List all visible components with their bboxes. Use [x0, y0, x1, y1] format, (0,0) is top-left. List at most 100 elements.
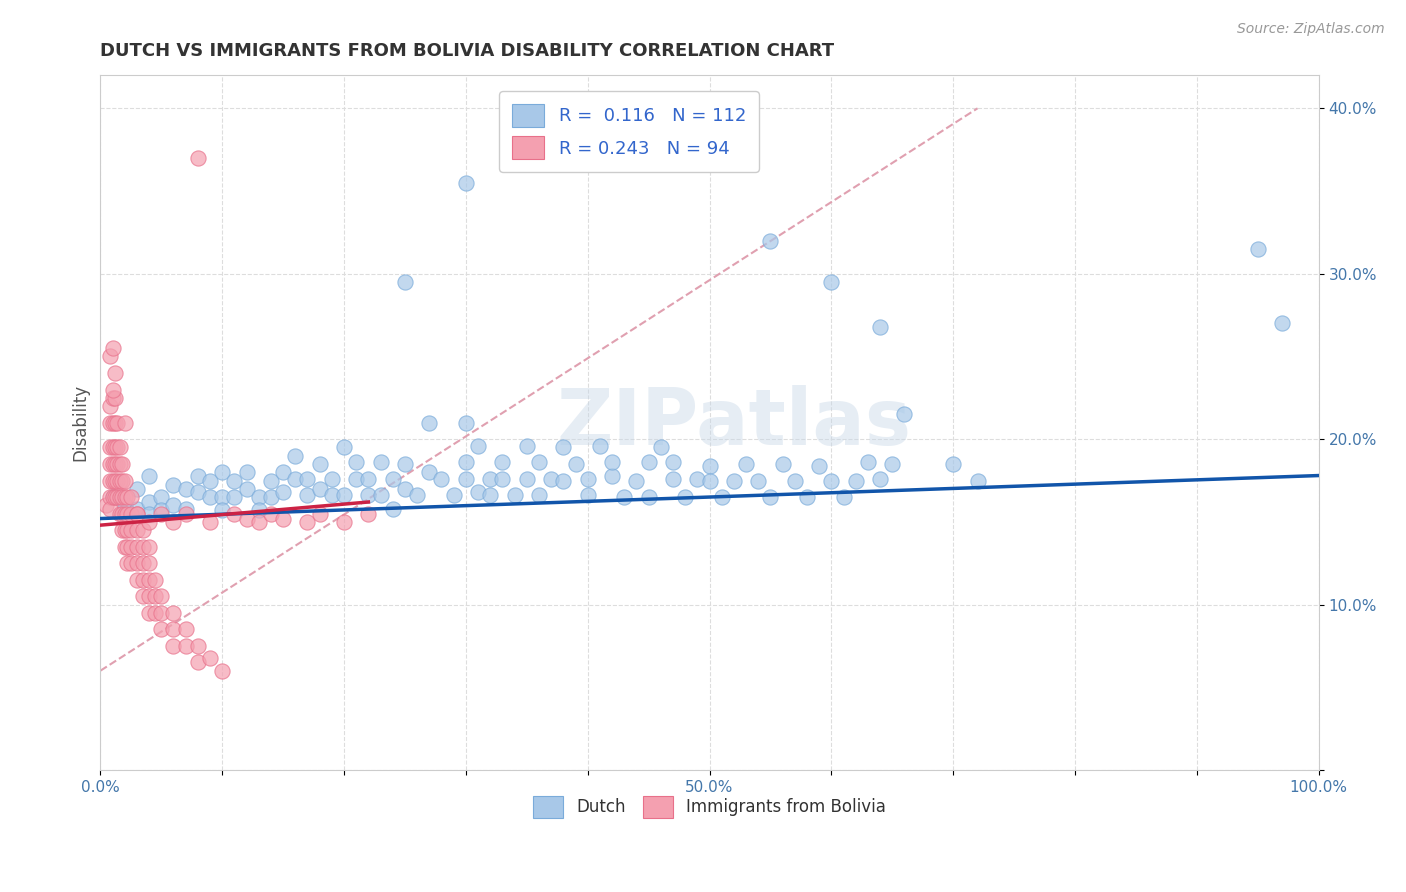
Point [114, 474, 136, 488]
Point [576, 472, 599, 486]
Point [98, 399, 121, 413]
Point [104, 474, 127, 488]
Point [138, 540, 160, 554]
Point [357, 488, 380, 502]
Point [882, 457, 904, 471]
Point [138, 495, 160, 509]
Point [104, 391, 127, 405]
Point [869, 319, 891, 334]
Point [710, 490, 733, 504]
Point [321, 472, 343, 486]
Point [108, 474, 131, 488]
Point [120, 523, 142, 537]
Point [187, 656, 209, 670]
Point [820, 275, 842, 289]
Point [699, 474, 721, 488]
Point [98, 490, 121, 504]
Point [308, 482, 330, 496]
Point [211, 503, 233, 517]
Point [321, 488, 343, 502]
Point [333, 488, 356, 502]
Point [198, 650, 221, 665]
Point [174, 501, 197, 516]
Point [187, 485, 209, 500]
Point [138, 589, 160, 603]
Point [271, 511, 294, 525]
Point [198, 474, 221, 488]
Point [540, 472, 562, 486]
Point [723, 474, 745, 488]
Point [98, 350, 121, 364]
Point [759, 490, 782, 504]
Point [132, 589, 155, 603]
Point [111, 507, 134, 521]
Point [104, 416, 127, 430]
Point [98, 501, 121, 516]
Point [125, 507, 148, 521]
Point [297, 488, 319, 502]
Point [101, 457, 124, 471]
Point [138, 468, 160, 483]
Point [162, 515, 184, 529]
Point [198, 490, 221, 504]
Point [107, 474, 129, 488]
Point [174, 623, 197, 637]
Point [247, 515, 270, 529]
Point [235, 465, 257, 479]
Point [211, 465, 233, 479]
Point [143, 606, 166, 620]
Point [125, 482, 148, 496]
Point [284, 472, 307, 486]
Point [138, 507, 160, 521]
Point [101, 416, 124, 430]
Point [260, 490, 283, 504]
Point [143, 589, 166, 603]
Point [637, 490, 659, 504]
Point [686, 472, 709, 486]
Point [174, 507, 197, 521]
Point [856, 455, 879, 469]
Point [125, 573, 148, 587]
Point [783, 474, 806, 488]
Point [187, 468, 209, 483]
Point [132, 523, 155, 537]
Point [120, 490, 142, 504]
Point [111, 474, 134, 488]
Point [114, 498, 136, 512]
Point [125, 556, 148, 570]
Point [966, 474, 988, 488]
Point [589, 439, 612, 453]
Point [108, 457, 131, 471]
Point [108, 507, 131, 521]
Point [101, 490, 124, 504]
Point [454, 176, 477, 190]
Point [260, 474, 283, 488]
Point [101, 391, 124, 405]
Point [125, 501, 148, 516]
Point [637, 455, 659, 469]
Point [527, 488, 550, 502]
Point [162, 606, 184, 620]
Point [138, 606, 160, 620]
Point [699, 458, 721, 473]
Point [98, 457, 121, 471]
Point [187, 639, 209, 653]
Point [107, 441, 129, 455]
Point [247, 490, 270, 504]
Point [370, 488, 392, 502]
Point [394, 275, 416, 289]
Point [138, 573, 160, 587]
Point [260, 507, 283, 521]
Point [107, 457, 129, 471]
Point [893, 407, 915, 421]
Point [162, 623, 184, 637]
Point [114, 523, 136, 537]
Point [297, 472, 319, 486]
Point [576, 488, 599, 502]
Point [115, 540, 138, 554]
Point [224, 507, 246, 521]
Point [125, 507, 148, 521]
Point [297, 515, 319, 529]
Point [98, 441, 121, 455]
Point [101, 441, 124, 455]
